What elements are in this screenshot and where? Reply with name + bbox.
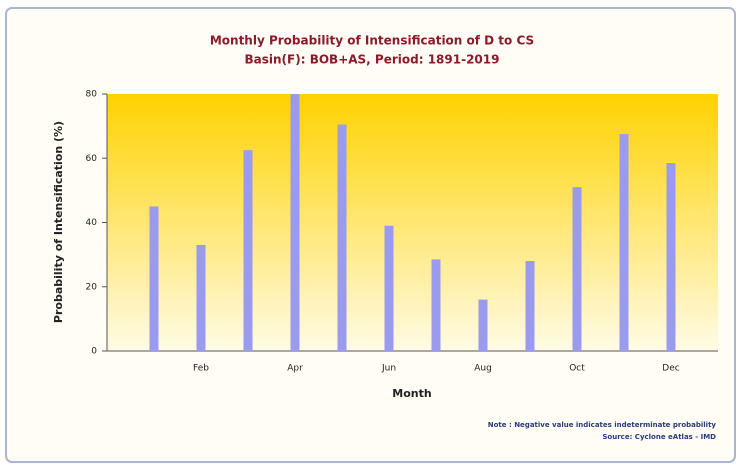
y-axis-label: Probability of Intensification (%) xyxy=(52,121,65,323)
bar xyxy=(478,299,488,351)
x-axis-label: Month xyxy=(392,387,431,400)
y-tick-label: 0 xyxy=(91,347,97,357)
x-tick-label: Oct xyxy=(569,364,585,374)
bar xyxy=(337,124,347,351)
bar xyxy=(243,150,253,351)
chart-subtitle: Basin(F): BOB+AS, Period: 1891-2019 xyxy=(245,53,500,67)
y-tick-label: 40 xyxy=(86,218,98,228)
bar xyxy=(290,94,300,351)
bar xyxy=(572,187,582,351)
x-tick-label: Apr xyxy=(287,364,303,374)
bar xyxy=(149,206,159,351)
note: Source: Cyclone eAtlas - IMD xyxy=(602,433,716,441)
y-tick-label: 60 xyxy=(86,154,98,164)
chart-title: Monthly Probability of Intensification o… xyxy=(210,34,534,48)
bar xyxy=(525,261,535,351)
note: Note : Negative value indicates indeterm… xyxy=(488,421,717,429)
y-tick-label: 20 xyxy=(86,282,98,292)
x-tick-label: Dec xyxy=(662,364,679,374)
y-tick-label: 80 xyxy=(86,90,98,100)
bar xyxy=(196,244,206,351)
x-tick-label: Feb xyxy=(193,364,209,374)
bar xyxy=(619,134,629,351)
bar xyxy=(666,163,676,351)
x-tick-label: Jun xyxy=(381,364,396,374)
x-tick-label: Aug xyxy=(474,364,492,374)
plot-area xyxy=(107,94,718,351)
bar xyxy=(431,259,441,351)
bar xyxy=(384,225,394,351)
